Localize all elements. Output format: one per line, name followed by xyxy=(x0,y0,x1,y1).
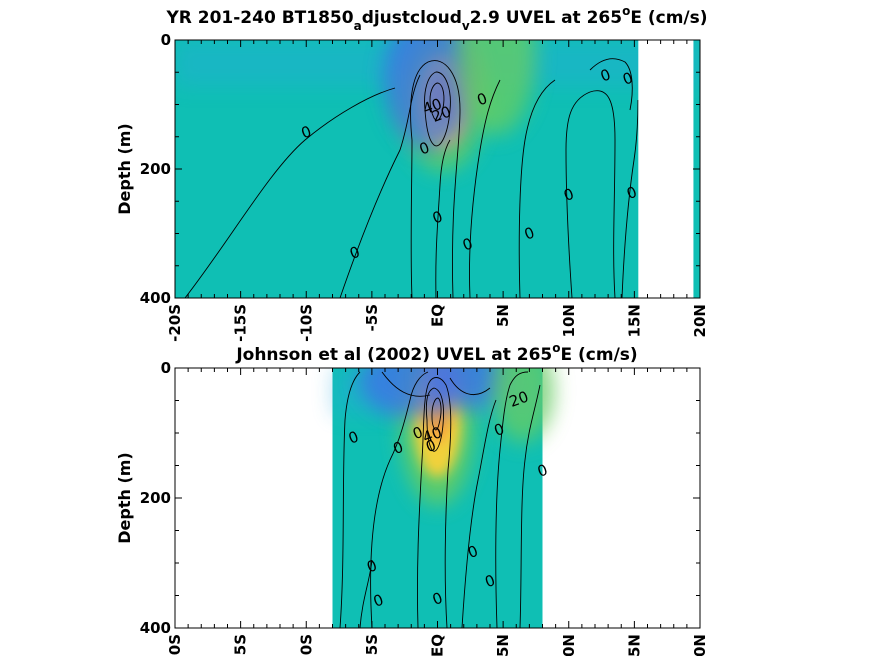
x-tick-label: -20S xyxy=(166,634,184,656)
x-tick-label: 15N xyxy=(625,634,643,656)
top-xticks: -20S -15S -10S -5S EQ 5N 10N 15N 20N xyxy=(166,40,709,342)
title-part: Johnson et al (2002) UVEL at 265 xyxy=(235,345,552,365)
bottom-contour-line xyxy=(461,399,497,628)
x-tick-label: -15S xyxy=(232,634,250,656)
y-tick-label: 200 xyxy=(140,160,171,178)
bottom-title: Johnson et al (2002) UVEL at 265oE (cm/s… xyxy=(235,341,637,365)
top-panel: YR 201-240 BT1850adjustcloudv2.9 UVEL at… xyxy=(115,4,709,342)
top-contour-line xyxy=(518,79,556,298)
x-tick-label: -10S xyxy=(297,304,315,342)
x-tick-label: 5N xyxy=(494,634,512,656)
title-part: a xyxy=(354,19,362,33)
top-ylabel: Depth (m) xyxy=(115,123,134,215)
x-tick-label: -5S xyxy=(363,634,381,656)
top-contour-line xyxy=(589,58,633,111)
y-tick-label: 0 xyxy=(161,359,171,377)
title-part: 2.9 UVEL at 265 xyxy=(470,8,622,28)
bottom-panel: Johnson et al (2002) UVEL at 265oE (cm/s… xyxy=(115,341,709,656)
bottom-contour-line xyxy=(370,371,429,628)
bottom-contour-line xyxy=(339,371,361,628)
top-blanks xyxy=(638,40,694,298)
top-contour-line xyxy=(469,79,501,298)
title-part: o xyxy=(622,4,630,18)
x-tick-label: 5N xyxy=(494,304,512,327)
title-part: v xyxy=(462,19,470,33)
bottom-yticks: 0 200 400 xyxy=(140,359,700,637)
top-contour-line xyxy=(410,60,461,298)
contour-label: 20 xyxy=(507,387,531,410)
top-yticks: 0 200 400 xyxy=(140,31,700,307)
y-tick-label: 0 xyxy=(161,31,171,49)
y-tick-label: 400 xyxy=(140,619,171,637)
top-contour-line xyxy=(184,87,396,298)
bottom-contour-line xyxy=(431,397,442,431)
title-part: E (cm/s) xyxy=(630,8,707,28)
bottom-xticks: -20S -15S -10S -5S EQ 5N 10N 15N 20N xyxy=(166,368,709,656)
bottom-contour-line xyxy=(381,371,431,397)
title-part: E (cm/s) xyxy=(560,345,637,365)
x-tick-label: -5S xyxy=(363,304,381,331)
bottom-contours xyxy=(339,371,541,628)
x-tick-label: -10S xyxy=(297,634,315,656)
bottom-contour-line xyxy=(449,377,491,396)
x-tick-label: EQ xyxy=(429,304,447,327)
top-contour-line xyxy=(339,74,421,298)
bottom-contour-line xyxy=(425,387,445,452)
y-tick-label: 400 xyxy=(140,289,171,307)
y-tick-label: 200 xyxy=(140,489,171,507)
bottom-plot-area xyxy=(332,368,555,628)
bottom-contour-line xyxy=(359,559,373,628)
top-contour-line xyxy=(621,99,639,298)
title-part: YR 201-240 BT1850 xyxy=(165,8,353,28)
x-tick-label: 20N xyxy=(691,304,709,337)
title-part: o xyxy=(552,341,560,355)
bottom-ylabel: Depth (m) xyxy=(115,452,134,544)
top-contour-line xyxy=(424,71,451,147)
x-tick-label: -15S xyxy=(232,304,250,342)
negative-current xyxy=(424,368,509,409)
top-contour-line xyxy=(429,82,445,121)
bottom-contour-line xyxy=(495,371,529,628)
bottom-contour-line xyxy=(519,384,541,628)
x-tick-label: 10N xyxy=(560,634,578,656)
x-tick-label: 10N xyxy=(560,304,578,337)
x-tick-label: 15N xyxy=(625,304,643,337)
bottom-contour-line xyxy=(417,377,452,628)
top-contour-line xyxy=(435,139,451,298)
x-tick-label: EQ xyxy=(429,634,447,656)
title-part: djustcloud xyxy=(362,8,462,28)
contour-label: 20 xyxy=(429,102,453,125)
positive-current xyxy=(491,368,555,443)
top-contours xyxy=(184,58,639,298)
top-title: YR 201-240 BT1850adjustcloudv2.9 UVEL at… xyxy=(165,4,707,33)
missing-data-area xyxy=(638,40,694,298)
contour-label: 40 xyxy=(420,95,444,118)
x-tick-label: -20S xyxy=(166,304,184,342)
x-tick-label: 20N xyxy=(691,634,709,656)
contour-label: 40 xyxy=(420,423,444,446)
top-contour-line xyxy=(565,90,616,298)
